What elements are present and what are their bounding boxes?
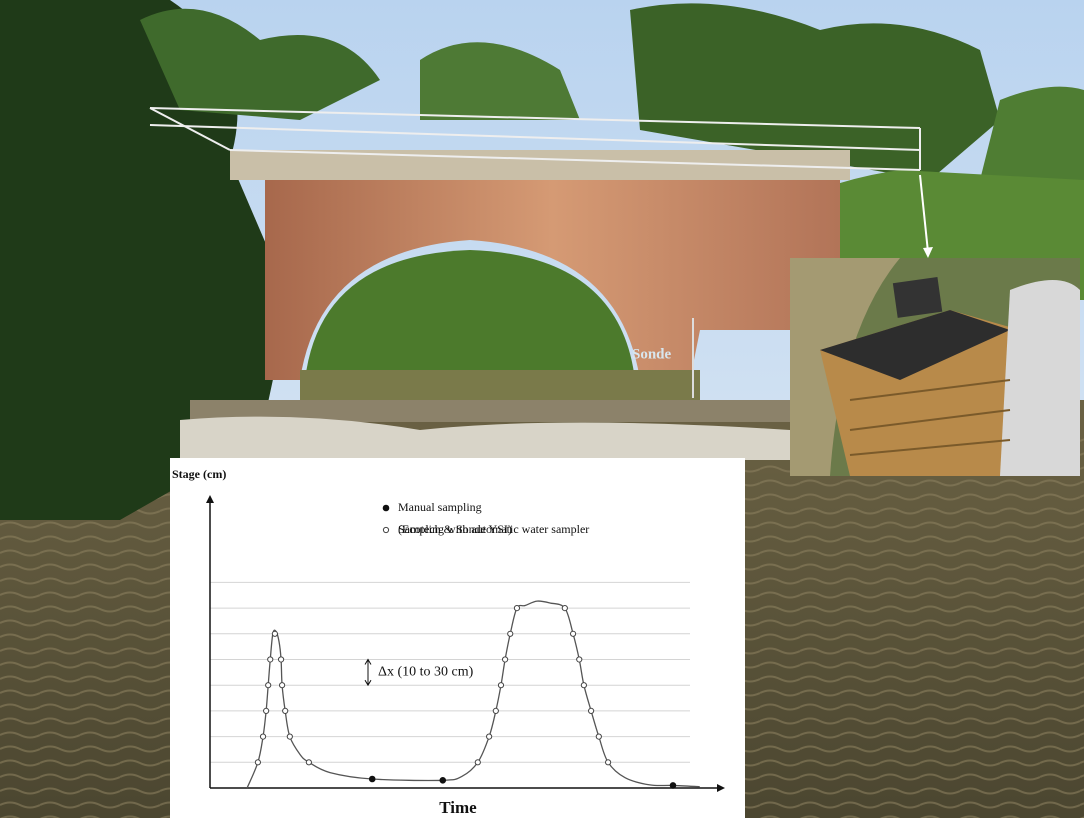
sample-point xyxy=(513,604,521,612)
sample-point xyxy=(569,630,577,637)
sample-point xyxy=(286,733,293,740)
x-axis-arrow xyxy=(717,784,725,792)
sample-point xyxy=(305,759,312,766)
y-axis-arrow xyxy=(206,495,214,503)
sample-point xyxy=(580,682,587,689)
sample-point xyxy=(588,707,595,714)
sample-point xyxy=(259,733,267,740)
sample-point xyxy=(561,604,568,612)
sample-point xyxy=(267,656,274,663)
sample-point xyxy=(507,630,514,637)
sample-point xyxy=(497,682,505,689)
legend-note: (Ecotech & Sonde YSI) xyxy=(398,522,512,536)
sample-point xyxy=(486,733,493,740)
x-axis-label: Time xyxy=(439,798,477,817)
sample-point xyxy=(277,656,285,663)
legend-label: Sampling with automatic water sampler xyxy=(398,522,589,536)
sample-point xyxy=(282,707,289,714)
sample-point xyxy=(474,759,481,766)
legend-marker xyxy=(382,526,390,534)
sample-point xyxy=(604,759,612,766)
chart: Stage (cm) Time (Ecotech & Sonde YSI) Δx… xyxy=(172,467,725,817)
sample-point xyxy=(254,759,261,766)
sample-point xyxy=(263,707,270,714)
sample-point xyxy=(492,707,499,714)
sample-point xyxy=(669,782,677,789)
inset-photo xyxy=(790,258,1080,476)
sample-point xyxy=(576,656,583,663)
arrow-head xyxy=(364,658,372,687)
chart-panel xyxy=(170,458,745,818)
y-axis-label: Stage (cm) xyxy=(172,467,226,481)
sample-point xyxy=(279,682,286,689)
sample-point xyxy=(368,775,376,783)
sample-point xyxy=(271,630,278,637)
legend-label: Manual sampling xyxy=(398,500,482,514)
photo-label: Sonde xyxy=(632,346,672,362)
sample-point xyxy=(595,733,602,740)
sample-point xyxy=(501,656,509,663)
legend-marker xyxy=(382,504,390,512)
sample-point xyxy=(265,682,272,689)
curve xyxy=(246,600,700,789)
sample-point xyxy=(439,776,447,784)
annotation: Δx (10 to 30 cm) xyxy=(378,665,474,680)
